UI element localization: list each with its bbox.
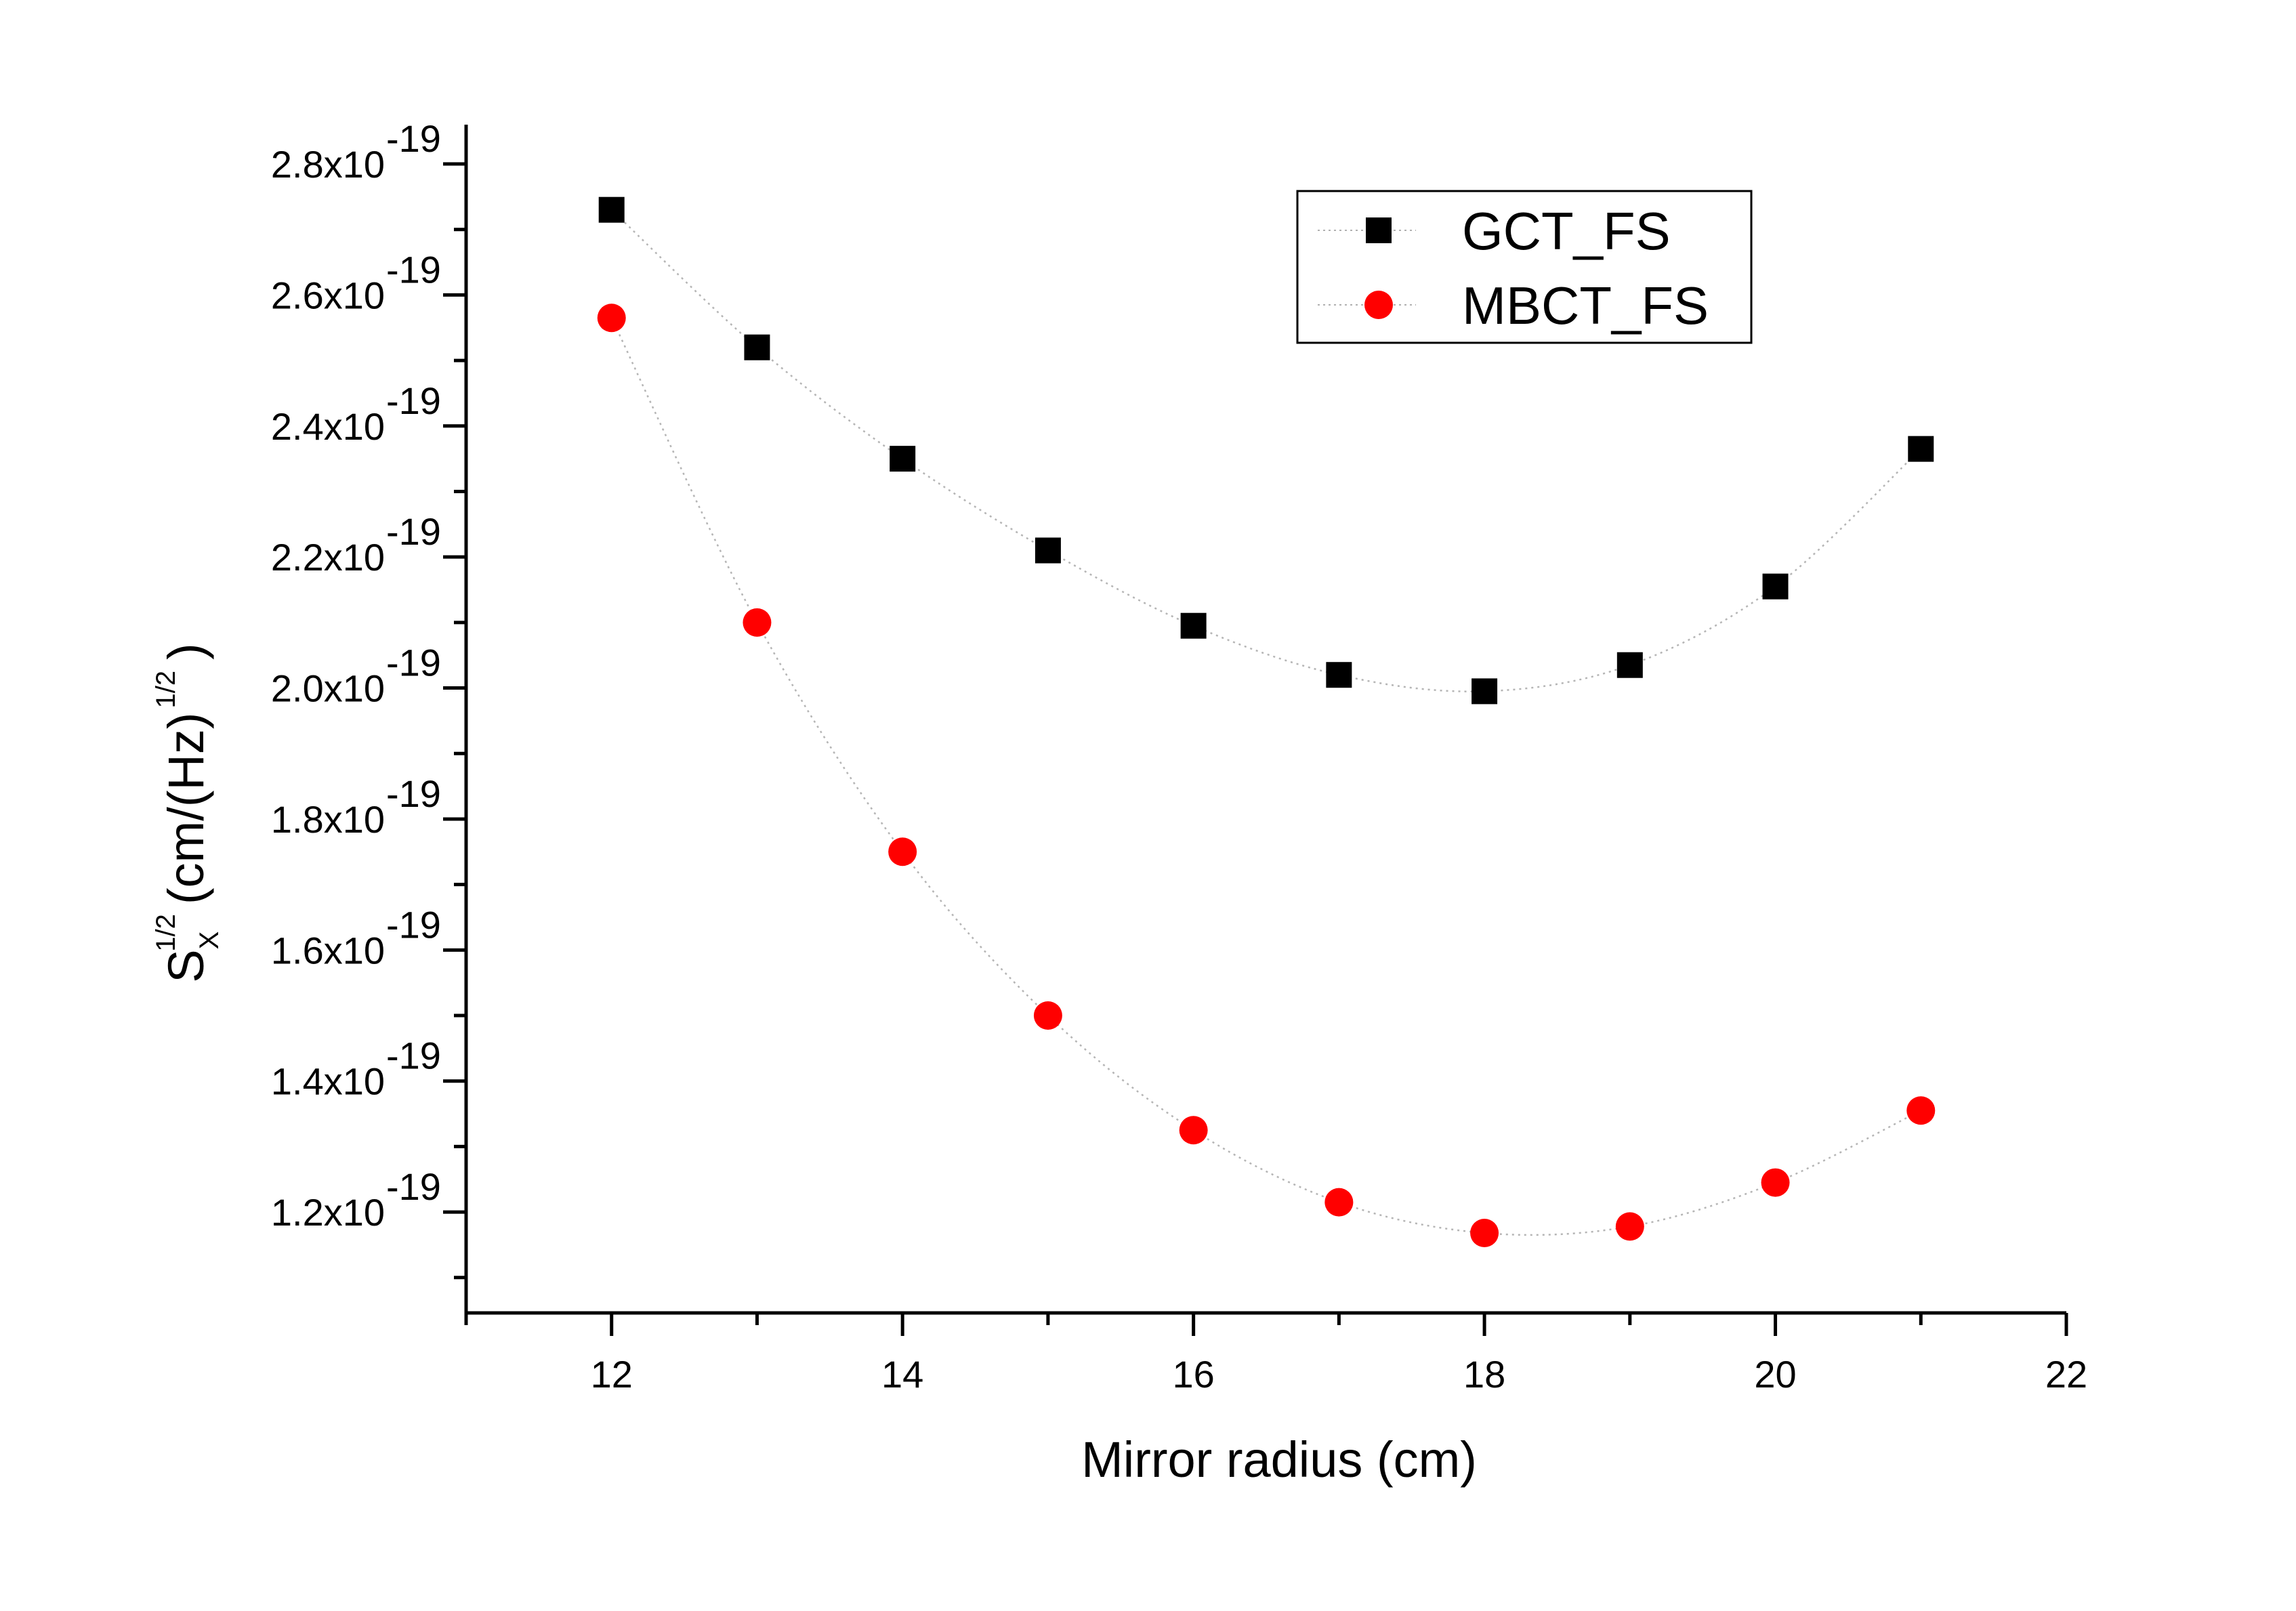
y-tick-label: 2.8x10 [271,143,385,186]
y-axis-title-sup-a: 1/2 [151,914,181,952]
series-1-point [1179,1116,1208,1145]
series-markers [597,196,1936,1248]
series-1-connector [610,317,1921,1236]
y-axis-title-mid: (cm/(Hz) [158,713,214,905]
series-1-point [743,608,772,637]
series-0-point [744,334,770,360]
legend-marker-mbct [1364,291,1393,319]
x-tick-label: 18 [1463,1353,1505,1396]
series-0-connector [610,209,1922,692]
y-axis-title-end: ) [158,643,214,660]
series-0-point [1180,612,1207,639]
tick-labels: 12 14 16 18 20 221.2x10-191.4x10-191.6x10-191… [271,117,2087,1396]
series-1-point [1906,1096,1936,1125]
y-tick-label: 2.2x10 [271,536,385,579]
series-1-point [1033,1001,1062,1030]
y-tick-exponent: -19 [386,903,441,946]
series-0-point [1035,537,1061,564]
y-tick-exponent: -19 [386,1165,441,1208]
y-tick-exponent: -19 [386,1034,441,1077]
y-tick-label: 2.4x10 [271,405,385,448]
y-tick-exponent: -19 [386,379,441,422]
series-1-point [1324,1188,1354,1217]
y-tick-label: 1.4x10 [271,1060,385,1103]
x-tick-label: 12 [591,1353,633,1396]
y-axis-title-sup-b: 1/2 [151,671,181,709]
series-0-point [1762,573,1789,600]
y-tick-label: 1.6x10 [271,929,385,971]
x-tick-label: 20 [1754,1353,1796,1396]
series-0-point [1471,678,1498,705]
x-tick-label: 16 [1172,1353,1214,1396]
y-tick-label: 1.2x10 [271,1191,385,1234]
series-0-point [890,446,916,472]
series-1-point [597,304,626,333]
y-axis-title-base: S [158,949,214,982]
axes [443,125,2068,1336]
x-tick-label: 22 [2045,1353,2087,1396]
x-axis-title: Mirror radius (cm) [1081,1431,1477,1488]
legend-label-gct: GCT_FS [1462,201,1671,261]
y-tick-exponent: -19 [386,642,441,684]
y-axis-title-sub: X [194,932,224,950]
y-tick-label: 2.6x10 [271,274,385,316]
y-tick-label: 1.8x10 [271,798,385,841]
y-tick-label: 2.0x10 [271,667,385,710]
series-1-point [888,837,917,866]
y-tick-exponent: -19 [386,117,441,160]
svg-text:SX1/2(cm/(Hz)1/2): SX 1/2 (cm/(Hz) 1/2) [151,643,224,983]
series-1-point [1615,1212,1644,1241]
y-tick-exponent: -19 [386,510,441,553]
y-tick-exponent: -19 [386,248,441,291]
series-connectors [610,209,1922,1236]
series-0-point [1616,652,1643,678]
series-1-point [1470,1219,1499,1248]
series-1-point [1761,1168,1790,1197]
series-0-point [1326,662,1352,688]
series-0-point [598,196,625,223]
legend-marker-gct [1366,217,1392,243]
legend: GCT_FS MBCT_FS [1296,190,1753,344]
x-tick-label: 14 [881,1353,923,1396]
y-tick-exponent: -19 [386,772,441,815]
series-0-point [1908,436,1934,462]
y-axis-title: SX 1/2 (cm/(Hz) 1/2) [151,643,224,983]
legend-label-mbct: MBCT_FS [1462,276,1709,335]
